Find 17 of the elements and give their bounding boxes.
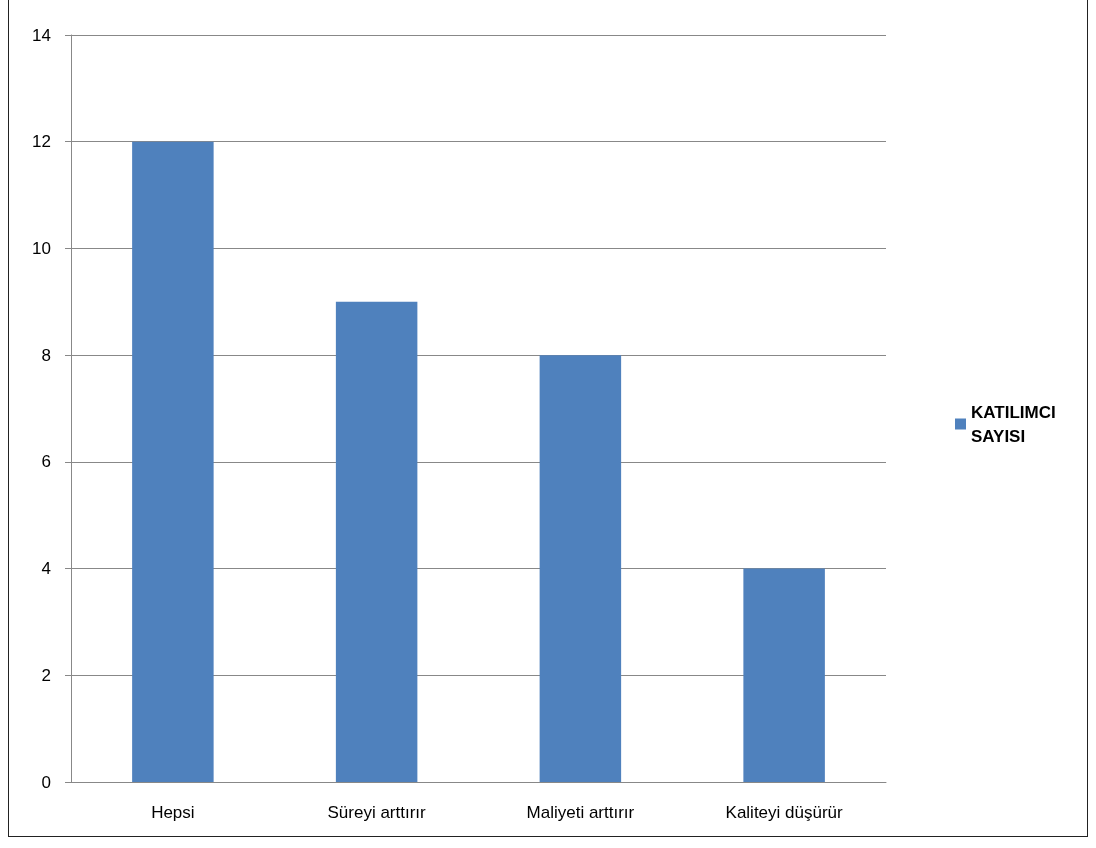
x-tick-label: Hepsi — [151, 803, 195, 822]
bar — [335, 301, 418, 782]
y-tick-label: 4 — [41, 559, 51, 579]
bar — [539, 355, 622, 782]
legend-label: KATILIMCI SAYISI — [971, 402, 1061, 446]
y-tick-label: 8 — [41, 345, 51, 365]
x-tick-label: Maliyeti arttırır — [526, 803, 635, 822]
x-tick-label: Süreyi arttırır — [327, 803, 427, 822]
y-tick-label: 2 — [41, 665, 51, 685]
y-tick-label: 10 — [32, 238, 51, 258]
x-tick-label: Kaliteyi düşürür — [725, 803, 844, 822]
y-tick-label: 6 — [41, 452, 51, 472]
y-tick-label: 14 — [32, 25, 51, 45]
y-tick-label: 0 — [41, 772, 51, 792]
y-tick-label: 12 — [32, 132, 51, 152]
bar — [743, 568, 825, 782]
bar — [132, 141, 214, 782]
